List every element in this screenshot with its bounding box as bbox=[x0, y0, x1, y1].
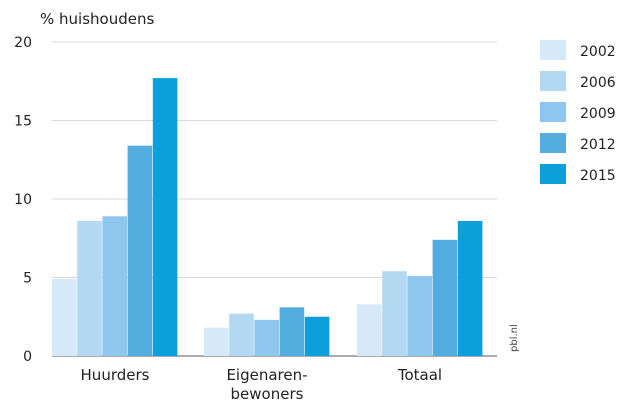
legend: 2002 2006 2009 2012 2015 bbox=[540, 40, 616, 184]
bar-2015-0 bbox=[152, 78, 178, 357]
bar-2012-1 bbox=[279, 307, 305, 356]
category-label: Huurders bbox=[81, 366, 150, 384]
legend-swatch-2012 bbox=[540, 133, 566, 153]
y-tick-label: 0 bbox=[23, 349, 32, 365]
bar-2002-1 bbox=[204, 327, 229, 356]
legend-swatch-2002 bbox=[540, 40, 566, 60]
bar-2009-1 bbox=[254, 319, 279, 356]
legend-swatch-2015 bbox=[540, 164, 566, 184]
legend-label: 2012 bbox=[580, 137, 616, 153]
bar-2006-0 bbox=[77, 220, 102, 356]
legend-label: 2002 bbox=[580, 44, 616, 60]
bar-2015-2 bbox=[457, 220, 483, 356]
bar-2012-0 bbox=[127, 145, 153, 356]
y-axis-ticks: 0 5 10 15 20 bbox=[14, 35, 32, 365]
category-label: Totaal bbox=[397, 366, 442, 384]
x-axis-categories: Huurders Eigenaren-bewoners Totaal bbox=[81, 366, 443, 403]
bar-2012-2 bbox=[432, 239, 458, 356]
y-tick-label: 10 bbox=[14, 192, 32, 208]
bars bbox=[52, 78, 483, 357]
category-label: Eigenaren- bbox=[226, 366, 307, 384]
bar-2002-0 bbox=[52, 279, 77, 356]
legend-swatch-2009 bbox=[540, 102, 566, 122]
legend-label: 2015 bbox=[580, 168, 616, 184]
legend-label: 2009 bbox=[580, 106, 616, 122]
category-label: bewoners bbox=[231, 385, 304, 403]
legend-swatch-2006 bbox=[540, 71, 566, 91]
source-label: pbl.nl bbox=[509, 324, 520, 352]
y-tick-label: 15 bbox=[14, 114, 32, 130]
bar-2009-2 bbox=[407, 275, 432, 356]
bar-2006-1 bbox=[229, 313, 254, 356]
y-axis-title: % huishoudens bbox=[40, 10, 154, 28]
bar-2006-2 bbox=[382, 271, 407, 356]
bar-2015-1 bbox=[304, 316, 330, 356]
bar-2002-2 bbox=[357, 304, 382, 356]
legend-label: 2006 bbox=[580, 75, 616, 91]
bar-2009-0 bbox=[102, 216, 127, 356]
y-tick-label: 20 bbox=[14, 35, 32, 51]
y-tick-label: 5 bbox=[23, 271, 32, 287]
